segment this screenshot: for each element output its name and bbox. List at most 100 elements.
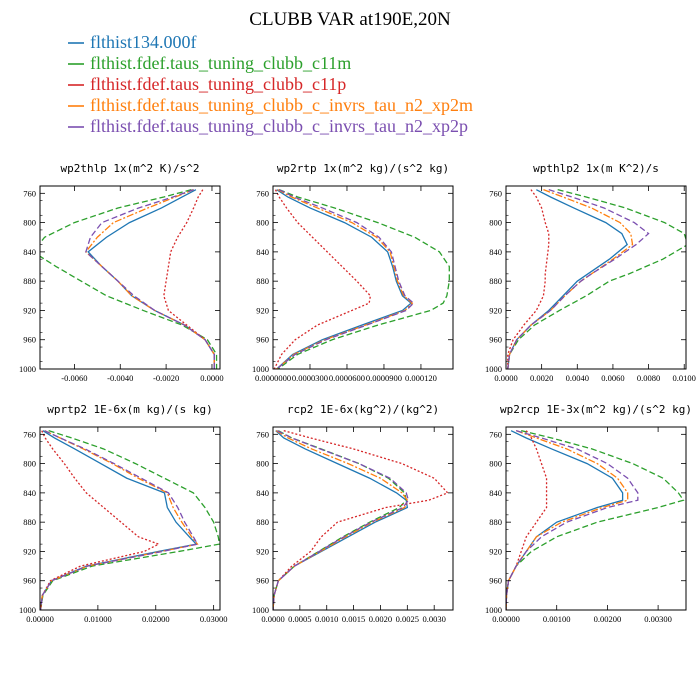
plot-frame <box>272 426 454 611</box>
panel-title: wp2thlp 1x(m^2 K)/s^2 <box>60 162 199 175</box>
x-tick-label: 0.0015 <box>342 614 365 624</box>
y-tick-label: 760 <box>489 188 502 198</box>
y-tick-label: 840 <box>23 247 36 257</box>
x-tick-label: 0.0020 <box>530 373 553 383</box>
series-line-c11m <box>40 189 218 369</box>
x-tick-label: 0.0060 <box>601 373 624 383</box>
series-line-xp2p <box>85 189 215 369</box>
y-tick-label: 920 <box>489 546 502 556</box>
plot-frame <box>39 426 221 611</box>
series-line-xp2p <box>273 430 410 610</box>
y-tick-label: 800 <box>256 218 269 228</box>
series-line-xp2p <box>40 430 199 610</box>
series-line-c11m <box>277 189 450 369</box>
y-tick-label: 880 <box>23 276 36 286</box>
chart-panel: rcp2 1E-6x(kg^2)/(kg^2) 760 800 840 880 920 96… <box>252 403 454 624</box>
y-tick-label: 960 <box>489 335 502 345</box>
y-tick-label: 800 <box>23 459 36 469</box>
legend-label: flthist.fdef.taus_tuning_clubb_c11p <box>90 74 346 94</box>
y-tick-label: 840 <box>256 247 269 257</box>
panel-title: rcp2 1E-6x(kg^2)/(kg^2) <box>287 403 439 416</box>
x-tick-label: 0.0030 <box>423 614 446 624</box>
panel-title: wpthlp2 1x(m K^2)/s <box>533 162 659 175</box>
x-tick-label: 0.00100 <box>543 614 571 624</box>
chart-panel: wp2rcp 1E-3x(m^2 kg)/(s^2 kg) 760 800 840 88… <box>485 403 692 624</box>
y-tick-label: 1000 <box>252 605 269 615</box>
y-tick-label: 840 <box>489 247 502 257</box>
y-tick-label: 960 <box>23 335 36 345</box>
y-tick-label: 1000 <box>485 364 502 374</box>
series-line-c11p <box>506 430 548 610</box>
series-line-xp2m <box>506 430 629 610</box>
series-line-c11p <box>273 430 449 610</box>
y-tick-label: 920 <box>23 546 36 556</box>
plot-frame <box>505 185 687 370</box>
x-tick-label: 0.00000 <box>492 614 520 624</box>
chart-panel: wp2thlp 1x(m^2 K)/s^2 760 800 840 880 920 960 1… <box>19 162 224 383</box>
y-tick-label: 760 <box>23 429 36 439</box>
series-line-ctrl <box>87 189 215 369</box>
x-tick-label: 0.00000 <box>26 614 54 624</box>
x-tick-label: 0.0025 <box>396 614 419 624</box>
series-line-c11p <box>507 189 550 369</box>
y-tick-label: 760 <box>23 188 36 198</box>
x-tick-label: 0.000120 <box>405 373 437 383</box>
y-tick-label: 800 <box>256 459 269 469</box>
panel-title: wp2rcp 1E-3x(m^2 kg)/(s^2 kg) <box>500 403 692 416</box>
x-tick-label: 0.0000 <box>200 373 223 383</box>
series-line-xp2m <box>276 189 414 369</box>
panel-title: wprtp2 1E-6x(m kg)/(s kg) <box>47 403 213 416</box>
panel-title: wp2rtp 1x(m^2 kg)/(s^2 kg) <box>277 162 449 175</box>
x-tick-label: 0.03000 <box>200 614 228 624</box>
chart-panel: wpthlp2 1x(m K^2)/s 760 800 840 880 920 960 100… <box>485 162 696 383</box>
series-line-ctrl <box>273 430 409 610</box>
y-tick-label: 880 <box>256 276 269 286</box>
legend-label: flthist134.000f <box>90 32 197 52</box>
x-tick-label: 0.0000300 <box>292 373 328 383</box>
y-tick-label: 960 <box>489 576 502 586</box>
legend-label: flthist.fdef.taus_tuning_clubb_c_invrs_t… <box>90 116 468 136</box>
y-tick-label: 800 <box>23 218 36 228</box>
y-tick-label: 800 <box>489 218 502 228</box>
series-line-xp2m <box>273 430 409 610</box>
y-tick-label: 840 <box>23 488 36 498</box>
y-tick-label: 920 <box>23 305 36 315</box>
series-line-xp2m <box>40 430 199 610</box>
x-tick-label: 0.0010 <box>315 614 338 624</box>
x-tick-label: -0.0020 <box>153 373 179 383</box>
x-tick-label: 0.0100 <box>673 373 696 383</box>
series-line-xp2p <box>507 189 650 369</box>
y-tick-label: 960 <box>256 335 269 345</box>
series-line-c11m <box>40 430 220 610</box>
x-tick-label: 0.02000 <box>142 614 170 624</box>
chart-panel: wp2rtp 1x(m^2 kg)/(s^2 kg) 760 800 840 880 92… <box>252 162 454 383</box>
series-line-xp2p <box>506 430 639 610</box>
legend: flthist134.000fflthist.fdef.taus_tuning_… <box>68 32 473 136</box>
series-line-ctrl <box>40 430 198 610</box>
x-tick-label: -0.0060 <box>61 373 87 383</box>
panels: wp2thlp 1x(m^2 K)/s^2 760 800 840 880 920 960 1… <box>19 162 696 624</box>
x-tick-label: 0.00200 <box>594 614 622 624</box>
y-tick-label: 880 <box>23 517 36 527</box>
x-tick-label: 0.0000900 <box>366 373 402 383</box>
x-tick-label: 0.0000 <box>261 614 284 624</box>
plot-frame <box>272 185 454 370</box>
legend-label: flthist.fdef.taus_tuning_clubb_c11m <box>90 53 351 73</box>
series-line-ctrl <box>276 189 413 369</box>
x-tick-label: 0.0040 <box>566 373 589 383</box>
y-tick-label: 880 <box>489 276 502 286</box>
series-line-xp2p <box>276 189 415 369</box>
y-tick-label: 1000 <box>485 605 502 615</box>
series-line-c11m <box>273 430 407 610</box>
y-tick-label: 1000 <box>19 605 36 615</box>
y-tick-label: 840 <box>489 488 502 498</box>
y-tick-label: 920 <box>489 305 502 315</box>
y-tick-label: 960 <box>256 576 269 586</box>
x-tick-label: 0.01000 <box>84 614 112 624</box>
plot-frame <box>39 185 221 370</box>
x-tick-label: 0.00300 <box>644 614 672 624</box>
y-tick-label: 840 <box>256 488 269 498</box>
y-tick-label: 960 <box>23 576 36 586</box>
chart-panel: wprtp2 1E-6x(m kg)/(s kg) 760 800 840 880 920… <box>19 403 227 624</box>
y-tick-label: 760 <box>256 429 269 439</box>
